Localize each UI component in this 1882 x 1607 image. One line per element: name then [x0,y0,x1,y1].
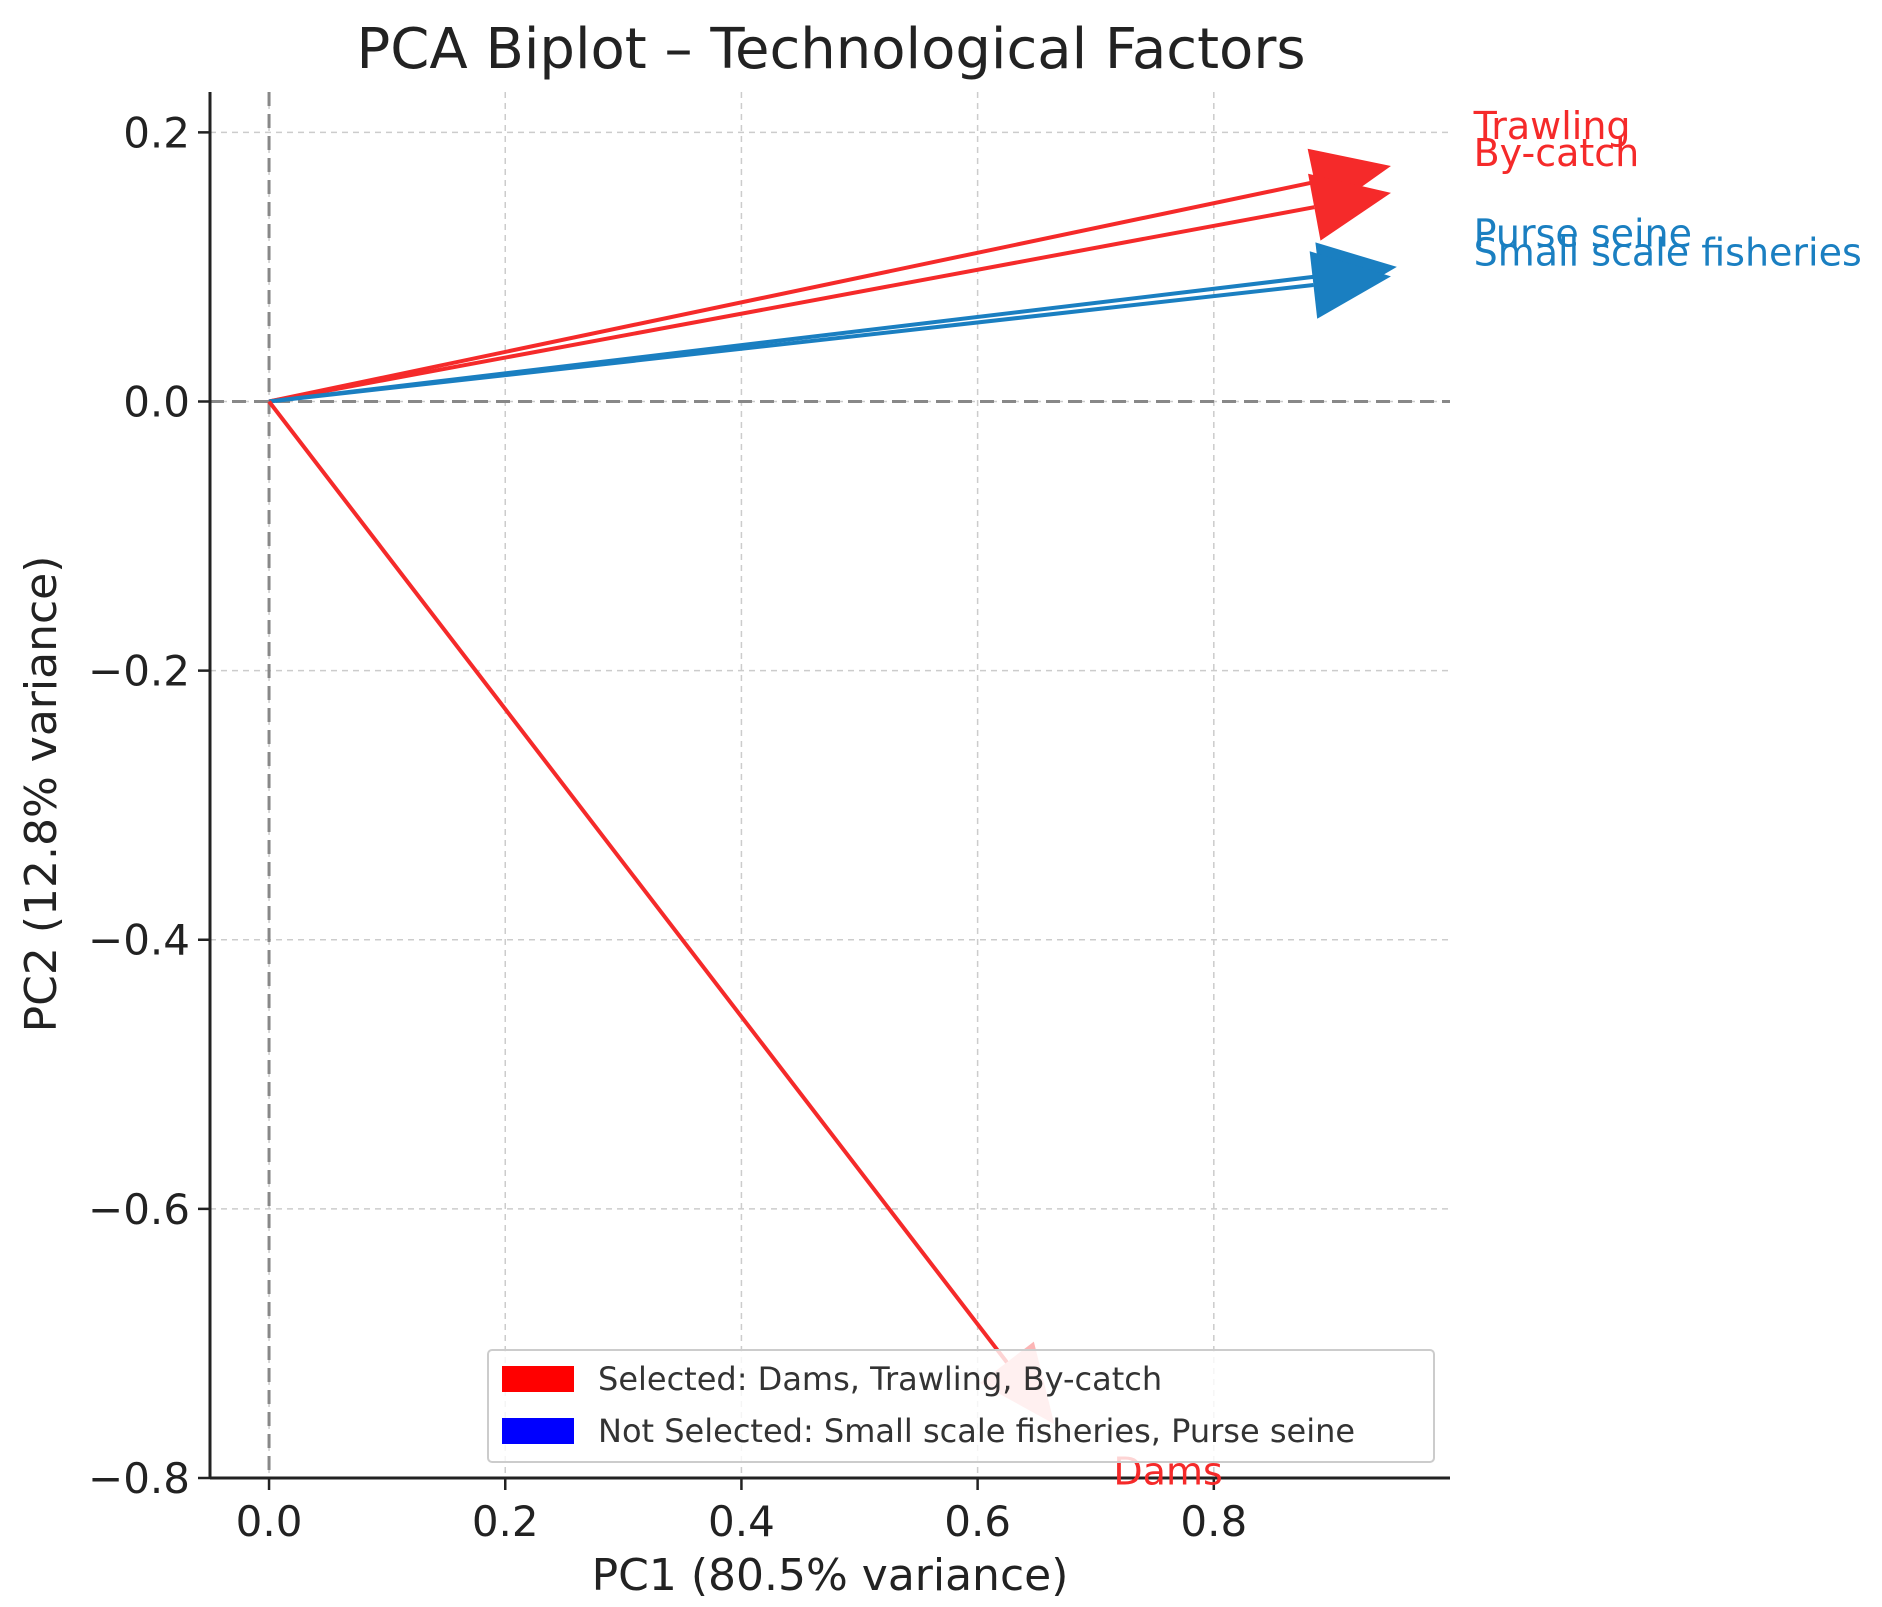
x-tick-label-0: 0.0 [236,1497,303,1546]
x-tick-label-1: 0.2 [472,1497,539,1546]
vector-shaft-small-scale-fisheries [268,283,1314,404]
chart-title: PCA Biplot – Technological Factors [356,17,1305,82]
x-axis-label: PC1 (80.5% variance) [592,1550,1069,1601]
legend-label-not-selected: Not Selected: Small scale fisheries, Pur… [598,1412,1355,1450]
vector-label-small-scale-fisheries: Small scale fisheries [1474,231,1862,275]
legend-box [487,1349,1435,1463]
vector-label-trawling: Trawling [1473,104,1631,148]
vector-trawling [268,148,1391,404]
y-tick-label-4: −0.6 [88,1185,190,1234]
vector-shaft-trawling [268,180,1316,404]
vector-purse-seine [268,242,1397,404]
legend-swatch-not-selected [502,1418,574,1444]
x-tick-label-3: 0.6 [944,1497,1011,1546]
x-tick-label-2: 0.4 [708,1497,775,1546]
legend: Selected: Dams, Trawling, By-catch Not Se… [487,1349,1435,1463]
vector-label-by-catch: By-catch [1474,131,1640,175]
x-tick-label-4: 0.8 [1180,1497,1247,1546]
vector-label-purse-seine: Purse seine [1474,212,1692,256]
vector-small-scale-fisheries [268,251,1391,404]
vector-shaft-by-catch [268,205,1315,404]
legend-swatch-selected [502,1366,574,1392]
legend-label-selected: Selected: Dams, Trawling, By-catch [598,1360,1162,1398]
vector-head-small-scale-fisheries [1309,251,1391,319]
y-tick-label-1: 0.0 [123,377,190,426]
vector-dams [267,400,1055,1425]
tick-labels: 0.0 0.2 0.4 0.6 0.8 0.2 0.0 −0.2 −0.4 −0.6 −0.8 [88,108,1247,1546]
vector-shaft-dams [267,400,1009,1364]
y-tick-label-3: −0.4 [88,916,190,965]
vector-by-catch [268,173,1391,404]
vector-head-by-catch [1308,173,1391,241]
zero-lines [210,92,1450,1478]
y-tick-label-2: −0.2 [88,647,190,696]
y-tick-label-0: 0.2 [123,108,190,157]
y-axis-label: PC2 (12.8% variance) [16,556,67,1033]
loading-vectors [267,148,1397,1425]
y-tick-label-5: −0.8 [88,1454,190,1503]
grid-layer [210,92,1450,1479]
axes [208,92,1450,1480]
